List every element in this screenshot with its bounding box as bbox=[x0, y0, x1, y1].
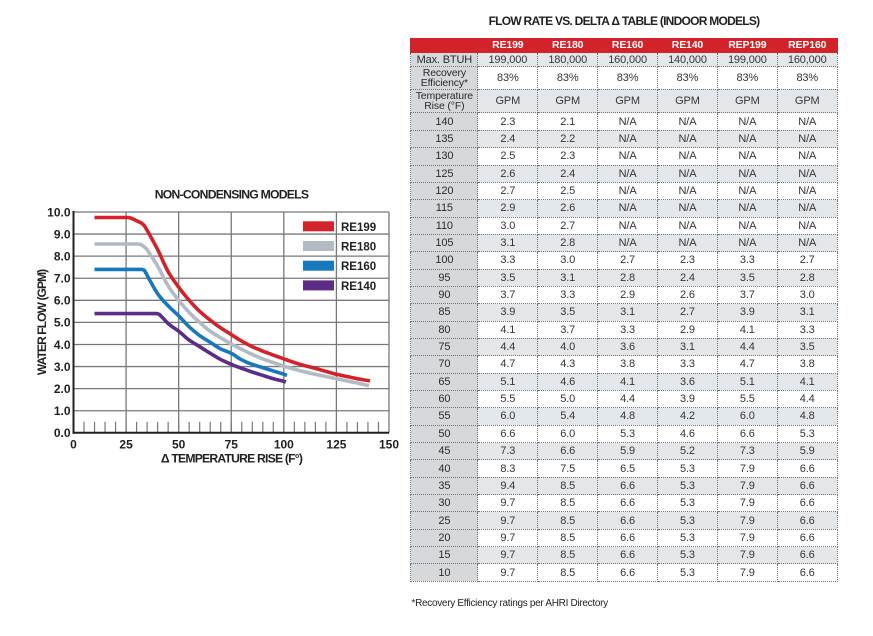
svg-text:RE160: RE160 bbox=[341, 261, 376, 273]
svg-text:7.0: 7.0 bbox=[54, 272, 71, 286]
svg-text:8.0: 8.0 bbox=[54, 249, 71, 263]
svg-text:5.0: 5.0 bbox=[54, 316, 71, 330]
svg-text:3.0: 3.0 bbox=[54, 360, 71, 374]
svg-text:9.0: 9.0 bbox=[54, 227, 71, 241]
svg-text:0: 0 bbox=[70, 438, 77, 452]
svg-text:50: 50 bbox=[172, 438, 186, 452]
svg-text:Δ TEMPERATURE RISE (F°): Δ TEMPERATURE RISE (F°) bbox=[161, 452, 303, 466]
svg-text:100: 100 bbox=[274, 438, 294, 452]
svg-text:NON-CONDENSING MODELS: NON-CONDENSING MODELS bbox=[155, 188, 309, 202]
svg-text:75: 75 bbox=[225, 438, 239, 452]
svg-text:RE180: RE180 bbox=[341, 242, 376, 254]
svg-text:25: 25 bbox=[119, 438, 133, 452]
svg-text:150: 150 bbox=[379, 438, 399, 452]
svg-text:WATER FLOW (GPM): WATER FLOW (GPM) bbox=[35, 269, 49, 375]
svg-text:6.0: 6.0 bbox=[54, 294, 71, 308]
svg-text:2.0: 2.0 bbox=[54, 382, 71, 396]
svg-text:1.0: 1.0 bbox=[54, 404, 71, 418]
svg-text:RE140: RE140 bbox=[341, 281, 376, 293]
svg-text:0.0: 0.0 bbox=[54, 426, 71, 440]
svg-text:RE199: RE199 bbox=[341, 222, 376, 234]
svg-text:125: 125 bbox=[326, 438, 346, 452]
svg-text:4.0: 4.0 bbox=[54, 338, 71, 352]
svg-text:10.0: 10.0 bbox=[47, 205, 71, 219]
